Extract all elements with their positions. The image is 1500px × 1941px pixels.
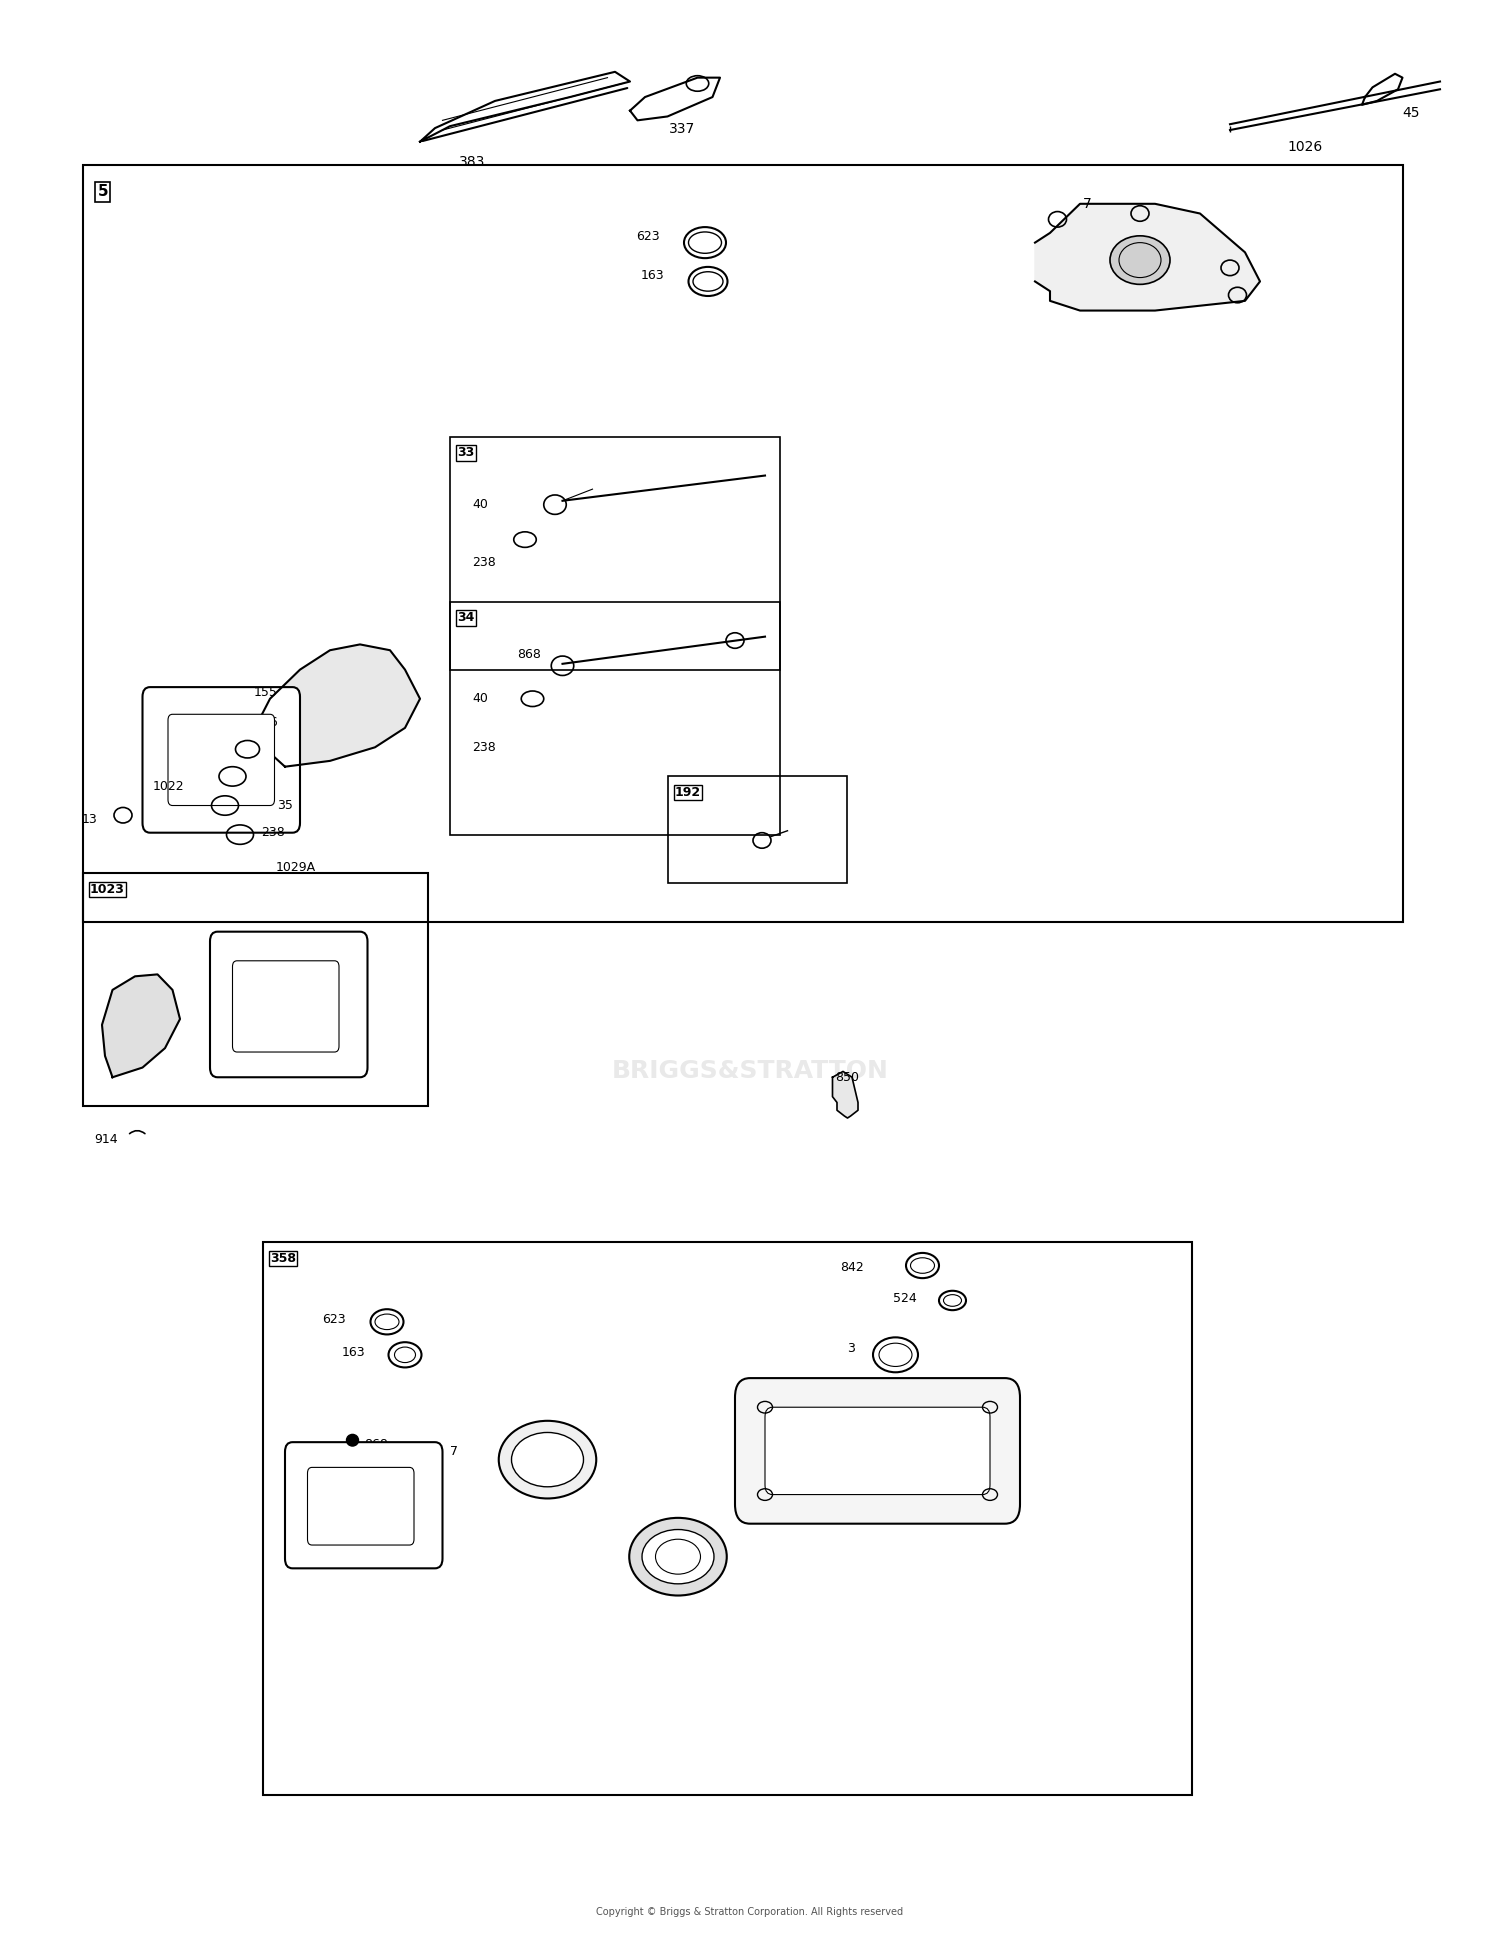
Text: 3: 3: [847, 1343, 855, 1355]
Text: 20: 20: [670, 1576, 686, 1590]
Text: 238: 238: [472, 741, 496, 753]
Text: 623: 623: [322, 1314, 346, 1326]
Ellipse shape: [346, 1434, 358, 1446]
Text: Copyright © Briggs & Stratton Corporation. All Rights reserved: Copyright © Briggs & Stratton Corporatio…: [597, 1906, 903, 1918]
Polygon shape: [1362, 74, 1402, 105]
Text: 383: 383: [459, 155, 486, 169]
Text: 40: 40: [472, 693, 489, 705]
Text: 358: 358: [270, 1252, 296, 1266]
Text: 868: 868: [518, 648, 542, 660]
Text: BRIGGS&STRATTON: BRIGGS&STRATTON: [612, 1060, 888, 1083]
Text: 40: 40: [472, 499, 489, 510]
Text: 1026: 1026: [1287, 140, 1323, 153]
Text: 163: 163: [342, 1347, 366, 1359]
Text: 1029A: 1029A: [276, 862, 315, 873]
Polygon shape: [255, 644, 420, 767]
Bar: [82, 165, 1402, 922]
Text: 524: 524: [892, 1293, 916, 1304]
Text: 34: 34: [458, 611, 476, 625]
Text: 13: 13: [81, 813, 98, 825]
Ellipse shape: [630, 1518, 726, 1596]
Text: 850: 850: [836, 1071, 860, 1085]
FancyBboxPatch shape: [285, 1442, 442, 1568]
Polygon shape: [420, 72, 630, 142]
Ellipse shape: [642, 1530, 714, 1584]
Text: 45: 45: [1402, 105, 1420, 120]
Text: 12: 12: [833, 1436, 849, 1448]
Bar: [668, 776, 847, 883]
Text: 868: 868: [364, 1438, 388, 1450]
Text: 1023: 1023: [90, 883, 124, 897]
Text: 163: 163: [640, 270, 664, 281]
Text: 1022: 1022: [338, 1512, 369, 1524]
Bar: [450, 602, 780, 835]
Text: 36: 36: [261, 716, 278, 728]
Bar: [450, 437, 780, 670]
Text: 238: 238: [228, 743, 252, 755]
FancyBboxPatch shape: [142, 687, 300, 833]
Ellipse shape: [498, 1421, 596, 1498]
Text: 7: 7: [450, 1446, 458, 1458]
Ellipse shape: [1110, 235, 1170, 283]
Text: 842: 842: [840, 1262, 864, 1273]
Bar: [82, 873, 428, 1106]
Text: 33: 33: [458, 446, 474, 460]
Polygon shape: [630, 78, 720, 120]
FancyBboxPatch shape: [765, 1407, 990, 1495]
Text: 192: 192: [675, 786, 700, 800]
Polygon shape: [833, 1071, 858, 1118]
FancyBboxPatch shape: [232, 961, 339, 1052]
Text: 7: 7: [1083, 196, 1092, 212]
Text: 238: 238: [472, 557, 496, 569]
Text: 155: 155: [254, 687, 278, 699]
Text: 35: 35: [276, 800, 292, 811]
Text: 914: 914: [94, 1134, 118, 1145]
Text: 1029: 1029: [171, 771, 202, 782]
FancyBboxPatch shape: [308, 1467, 414, 1545]
Text: 337: 337: [669, 122, 696, 136]
FancyBboxPatch shape: [210, 932, 368, 1077]
Bar: [262, 1242, 1192, 1795]
Text: 1022: 1022: [231, 1023, 264, 1035]
Text: 238: 238: [261, 827, 285, 839]
Text: 5: 5: [98, 184, 108, 200]
FancyBboxPatch shape: [735, 1378, 1020, 1524]
Ellipse shape: [512, 1432, 584, 1487]
Text: 623: 623: [636, 231, 660, 243]
FancyBboxPatch shape: [168, 714, 274, 806]
Polygon shape: [102, 974, 180, 1077]
Text: 1022: 1022: [153, 780, 184, 792]
Polygon shape: [1035, 204, 1260, 311]
